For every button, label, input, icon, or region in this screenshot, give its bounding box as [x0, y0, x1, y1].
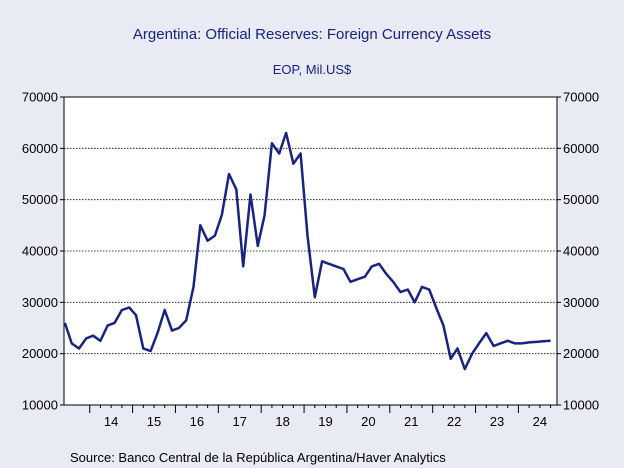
y-tick-label: 10000: [563, 398, 599, 413]
y-tick-label: 70000: [563, 90, 599, 105]
y-tick-label: 50000: [563, 192, 599, 207]
y-tick-label: 60000: [22, 141, 58, 156]
y-tick-label: 70000: [22, 90, 58, 105]
y-tick-label: 30000: [563, 295, 599, 310]
y-tick-label: 20000: [22, 346, 58, 361]
y-axis-left: 10000 20000 30000 40000 50000 60000 70000: [22, 90, 64, 413]
y-axis-right: 10000 20000 30000 40000 50000 60000 70000: [557, 90, 599, 413]
x-tick-label: 23: [490, 414, 504, 429]
chart-title: Argentina: Official Reserves: Foreign Cu…: [132, 26, 492, 43]
x-tick-label: 17: [233, 414, 247, 429]
x-tick-label: 15: [147, 414, 161, 429]
x-tick-label: 16: [190, 414, 204, 429]
y-tick-label: 60000: [563, 141, 599, 156]
series-layer: [63, 131, 551, 371]
series-line: [63, 131, 551, 371]
y-tick-label: 30000: [22, 295, 58, 310]
x-axis: 14 15 16 17 18 19 20 21 22 23 24: [89, 405, 552, 429]
chart-subtitle: EOP, Mil.US$: [272, 62, 352, 77]
x-tick-label: 21: [404, 414, 418, 429]
y-tick-label: 40000: [22, 244, 58, 259]
y-tick-label: 50000: [22, 192, 58, 207]
y-tick-label: 10000: [22, 398, 58, 413]
x-tick-label: 18: [275, 414, 289, 429]
x-tick-label: 22: [447, 414, 461, 429]
y-tick-label: 20000: [563, 346, 599, 361]
x-tick-label: 14: [104, 414, 118, 429]
x-tick-label: 19: [318, 414, 332, 429]
x-tick-label: 20: [361, 414, 375, 429]
chart-source: Source: Banco Central de la República Ar…: [70, 450, 446, 465]
y-tick-label: 40000: [563, 244, 599, 259]
x-tick-label: 24: [533, 414, 547, 429]
